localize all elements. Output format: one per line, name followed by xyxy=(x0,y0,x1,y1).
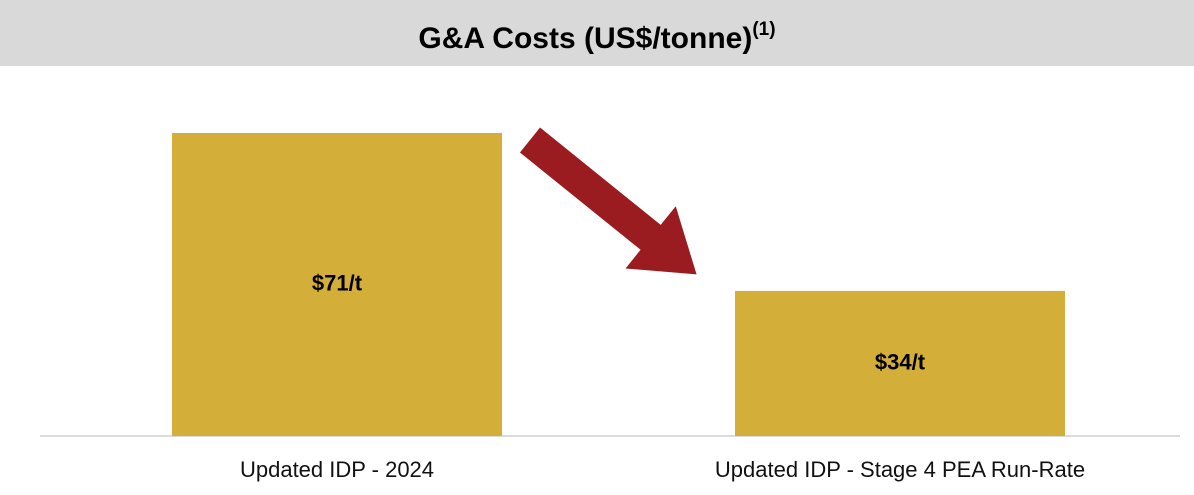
arrow-shape xyxy=(519,127,697,275)
data-label: $34/t xyxy=(875,349,926,374)
title-superscript: (1) xyxy=(752,19,775,40)
chart-title: G&A Costs (US$/tonne) xyxy=(418,22,752,55)
x-tick-label: Updated IDP - Stage 4 PEA Run-Rate xyxy=(715,457,1085,482)
x-tick-label: Updated IDP - 2024 xyxy=(240,457,434,482)
chart-title-group: G&A Costs (US$/tonne)(1) xyxy=(418,19,775,55)
trend-arrow xyxy=(519,127,697,275)
bar xyxy=(172,133,502,436)
data-label: $71/t xyxy=(312,270,363,295)
bar xyxy=(735,290,1065,436)
title-band xyxy=(0,0,1194,66)
